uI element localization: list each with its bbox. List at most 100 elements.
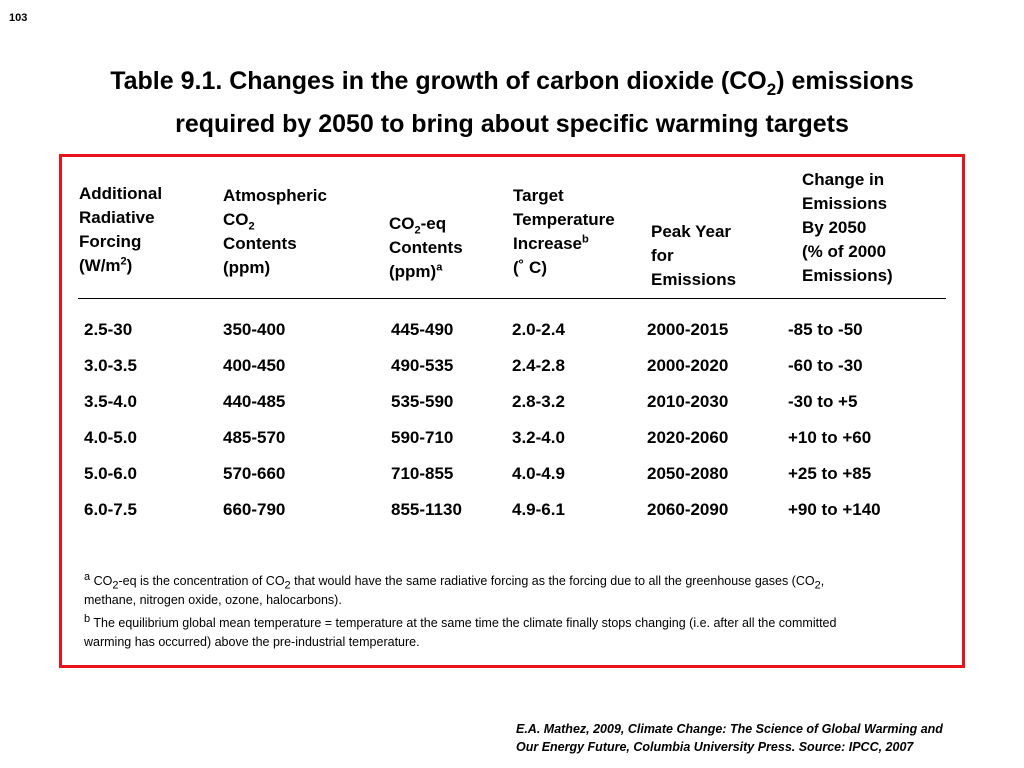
peak-year-cell: 2010-2030: [647, 392, 729, 411]
peak-year-cell: 2050-2080: [647, 464, 729, 483]
forcing-cell: 5.0-6.0: [84, 464, 137, 483]
emissions-change-cell: -30 to +5: [788, 392, 858, 411]
header-text: Atmospheric: [223, 186, 327, 205]
emissions-change-cell: +25 to +85: [788, 464, 872, 483]
header-superscript: b: [582, 233, 589, 246]
header-text: (W/m: [79, 256, 121, 275]
header-forcing: Additional Radiative Forcing (W/m2): [79, 182, 162, 278]
footnote-a-line-2: methane, nitrogen oxide, ozone, halocarb…: [84, 593, 342, 607]
header-text: Additional: [79, 184, 163, 203]
co2-cell: 485-570: [223, 428, 286, 447]
co2eq-cell: 490-535: [391, 356, 454, 375]
title-subscript: 2: [766, 80, 777, 99]
header-text: Change in: [802, 170, 885, 189]
header-subscript: 2: [414, 224, 421, 237]
header-text: Target: [513, 186, 564, 205]
co2-cell: 660-790: [223, 500, 286, 519]
footnote-a-line-1: a CO2-eq is the concentration of CO2 tha…: [84, 570, 954, 592]
temperature-cell: 2.4-2.8: [512, 356, 565, 375]
title-line-2: required by 2050 to bring about specific…: [175, 110, 849, 138]
co2eq-cell: 710-855: [391, 464, 454, 483]
header-text: Emissions: [802, 194, 888, 213]
header-subscript: 2: [248, 220, 255, 233]
forcing-cell: 3.5-4.0: [84, 392, 137, 411]
co2eq-cell: 535-590: [391, 392, 454, 411]
footnote-text: that would have the same radiative forci…: [290, 574, 815, 588]
header-text: Contents: [389, 238, 463, 257]
source-line-2: Our Energy Future, Columbia University P…: [516, 740, 914, 754]
footnote-b-line-2: warming has occurred) above the pre-indu…: [84, 635, 420, 649]
temperature-cell: 2.0-2.4: [512, 320, 565, 339]
header-superscript: a: [436, 261, 443, 274]
source-citation: E.A. Mathez, 2009, Climate Change: The S…: [516, 720, 943, 756]
co2-cell: 570-660: [223, 464, 286, 483]
emissions-change-cell: -60 to -30: [788, 356, 863, 375]
peak-year-cell: 2000-2015: [647, 320, 729, 339]
forcing-cell: 2.5-30: [84, 320, 133, 339]
header-text: CO2: [223, 208, 327, 232]
title-text: ) emissions: [776, 67, 914, 95]
header-text: (W/m2): [79, 254, 162, 278]
header-text: CO2-eq: [389, 212, 463, 236]
table-frame: [59, 154, 965, 668]
header-text: (ppm): [223, 258, 271, 277]
page-title: Table 9.1. Changes in the growth of carb…: [0, 64, 1024, 141]
co2eq-cell: 855-1130: [391, 500, 462, 519]
co2-cell: 440-485: [223, 392, 286, 411]
temperature-cell: 2.8-3.2: [512, 392, 565, 411]
header-superscript: 2: [120, 255, 127, 268]
footnote-a: a CO2-eq is the concentration of CO2 tha…: [84, 570, 954, 610]
header-text: (ppm)a: [389, 260, 463, 284]
header-text: CO: [389, 214, 415, 233]
forcing-cell: 6.0-7.5: [84, 500, 137, 519]
forcing-cell: 3.0-3.5: [84, 356, 137, 375]
footnote-b-line-1: b The equilibrium global mean temperatur…: [84, 612, 954, 633]
footnote-text: The equilibrium global mean temperature …: [90, 616, 837, 630]
co2-cell: 400-450: [223, 356, 286, 375]
header-text: for: [651, 246, 674, 265]
footnote-text: -eq is the concentration of CO: [118, 574, 285, 588]
header-temperature: Target Temperature Increaseb (˚ C): [513, 184, 615, 280]
co2eq-cell: 445-490: [391, 320, 454, 339]
title-text: Table 9.1. Changes in the growth of carb…: [110, 67, 767, 95]
temperature-cell: 4.9-6.1: [512, 500, 565, 519]
temperature-cell: 3.2-4.0: [512, 428, 565, 447]
header-text: By 2050: [802, 218, 867, 237]
header-text: Radiative: [79, 208, 155, 227]
page-number: 103: [9, 12, 28, 24]
header-text: Forcing: [79, 232, 142, 251]
footnote-text: ,: [820, 574, 825, 588]
footnote-marker: b: [84, 612, 91, 625]
header-text: Peak Year: [651, 222, 732, 241]
footnote-subscript: 2: [814, 579, 821, 592]
footnote-text: CO: [90, 574, 113, 588]
co2eq-cell: 590-710: [391, 428, 454, 447]
co2-cell: 350-400: [223, 320, 286, 339]
header-text: Increase: [513, 234, 582, 253]
footnote-subscript: 2: [284, 579, 291, 592]
header-change-in-emissions: Change in Emissions By 2050 (% of 2000 E…: [802, 168, 893, 288]
header-text: (ppm): [389, 262, 437, 281]
peak-year-cell: 2060-2090: [647, 500, 729, 519]
header-text: Increaseb: [513, 232, 615, 256]
header-text: -eq: [420, 214, 447, 233]
emissions-change-cell: -85 to -50: [788, 320, 863, 339]
peak-year-cell: 2020-2060: [647, 428, 729, 447]
header-text: Emissions): [802, 266, 893, 285]
footnote-b: b The equilibrium global mean temperatur…: [84, 612, 954, 652]
emissions-change-cell: +90 to +140: [788, 500, 881, 519]
header-co2eq: CO2-eq Contents (ppm)a: [389, 212, 463, 284]
footnote-marker: a: [84, 570, 91, 583]
header-text: Contents: [223, 234, 297, 253]
peak-year-cell: 2000-2020: [647, 356, 729, 375]
header-divider: [78, 298, 946, 299]
source-line-1: E.A. Mathez, 2009, Climate Change: The S…: [516, 722, 943, 736]
header-co2: Atmospheric CO2 Contents (ppm): [223, 184, 327, 280]
title-line-1: Table 9.1. Changes in the growth of carb…: [0, 64, 1024, 107]
header-text: Emissions: [651, 270, 737, 289]
header-text: Temperature: [513, 210, 615, 229]
emissions-change-cell: +10 to +60: [788, 428, 872, 447]
forcing-cell: 4.0-5.0: [84, 428, 137, 447]
footnote-subscript: 2: [112, 579, 119, 592]
header-text: ): [126, 256, 133, 275]
